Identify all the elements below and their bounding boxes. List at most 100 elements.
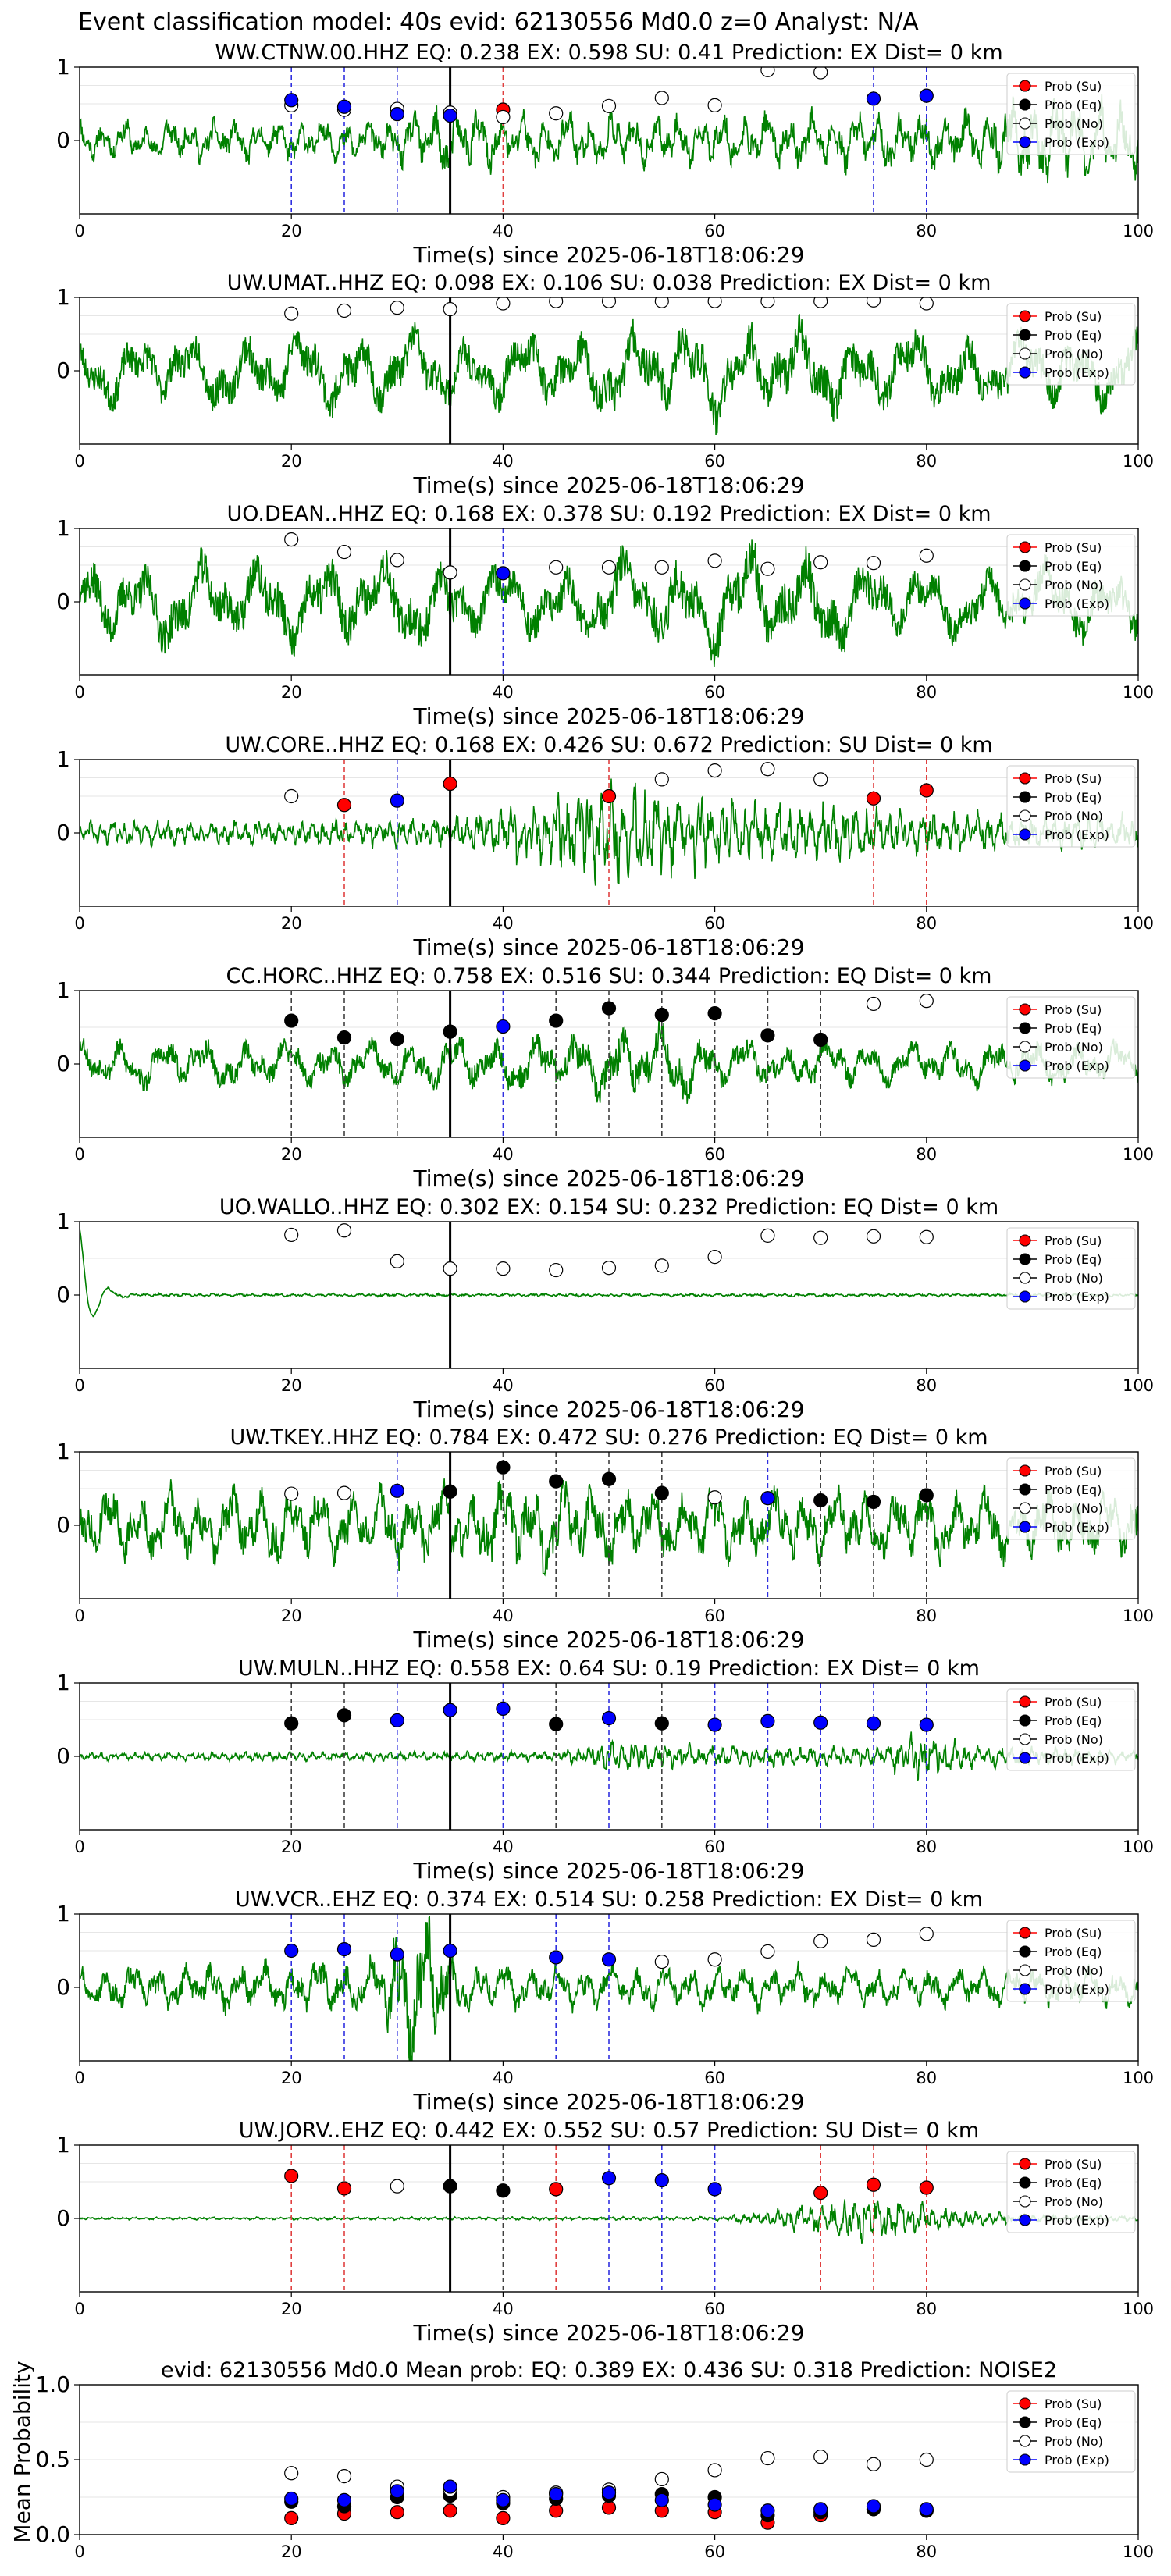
prob-point-no (707, 1490, 722, 1505)
prob-point-exp (601, 1952, 617, 1967)
x-axis-label: Time(s) since 2025-06-18T18:06:29 (412, 2089, 804, 2115)
legend-marker-no (1019, 2195, 1031, 2208)
legend: Prob (Su) Prob (Eq) Prob (No) Prob (Exp) (1006, 996, 1136, 1079)
y-tick-label: 0.5 (35, 2446, 70, 2472)
prob-point-exp (390, 1947, 404, 1962)
prob-point-su (549, 2503, 564, 2518)
x-tick-label: 0 (74, 1838, 84, 1856)
legend-marker-su (1019, 2397, 1031, 2410)
prob-point-no (390, 2179, 404, 2194)
legend-label-eq: Prob (Eq) (1045, 2415, 1102, 2430)
prob-point-no (866, 297, 881, 308)
legend-marker-exp (1019, 2453, 1031, 2466)
legend: Prob (Su) Prob (Eq) Prob (No) Prob (Exp) (1006, 2390, 1136, 2473)
x-tick-label: 20 (281, 914, 302, 933)
prob-point-eq (390, 1031, 404, 1047)
plot-area (80, 2145, 1138, 2292)
prob-point-exp (496, 1701, 511, 1716)
panel-7: UW.TKEY..HHZ EQ: 0.784 EX: 0.472 SU: 0.2… (56, 1425, 1154, 1653)
prob-point-su (866, 791, 881, 806)
legend-label-no: Prob (No) (1045, 809, 1103, 824)
y-tick-label: 0 (56, 2205, 70, 2231)
panel-9: UW.VCR..EHZ EQ: 0.374 EX: 0.514 SU: 0.25… (56, 1888, 1154, 2115)
prob-point-no (919, 994, 934, 1009)
x-tick-label: 40 (493, 1145, 514, 1164)
prob-point-no (443, 1261, 457, 1276)
prob-point-no (813, 1230, 828, 1245)
legend-label-eq: Prob (Eq) (1045, 98, 1102, 112)
legend-label-no: Prob (No) (1045, 1501, 1103, 1516)
x-tick-label: 60 (704, 2300, 725, 2318)
y-tick-label: 0 (56, 1743, 70, 1769)
prob-point-no (707, 553, 722, 568)
prob-point-no (443, 565, 457, 580)
legend-box (1006, 1227, 1136, 1310)
x-tick-label: 40 (493, 222, 514, 240)
legend-marker-su (1019, 1927, 1031, 1939)
legend-label-eq: Prob (Eq) (1045, 2176, 1102, 2190)
legend-marker-eq (1019, 1714, 1031, 1727)
prob-point-no (549, 297, 564, 308)
y-tick-label: 0 (56, 1974, 70, 2000)
legend-marker-su (1019, 1234, 1031, 1247)
legend-label-exp: Prob (Exp) (1045, 2453, 1109, 2467)
prob-point-exp (813, 2502, 828, 2517)
legend-box (1006, 1920, 1136, 2002)
prob-point-no (390, 301, 404, 315)
prob-point-no (760, 297, 775, 308)
prob-point-no (336, 2469, 352, 2484)
panel-2: UW.UMAT..HHZ EQ: 0.098 EX: 0.106 SU: 0.0… (56, 271, 1154, 498)
x-tick-label: 20 (281, 2542, 302, 2561)
legend-marker-su (1019, 310, 1031, 322)
prob-point-su (496, 2510, 511, 2525)
plot-area (80, 297, 1138, 444)
x-tick-label: 60 (704, 2542, 725, 2561)
waveform-trace (80, 94, 1138, 184)
legend-label-su: Prob (Su) (1045, 540, 1102, 555)
legend-marker-exp (1019, 1059, 1031, 1072)
legend-marker-su (1019, 80, 1031, 92)
y-tick-label: 1 (56, 977, 70, 1003)
x-tick-label: 80 (916, 683, 937, 702)
prob-point-su (284, 2510, 299, 2525)
legend-marker-no (1019, 578, 1031, 591)
x-tick-label: 60 (704, 1606, 725, 1625)
prob-point-eq (284, 1716, 299, 1731)
legend-box (1006, 765, 1136, 848)
y-tick-label: 0 (56, 1051, 70, 1076)
x-tick-label: 0 (74, 1606, 84, 1625)
prob-point-no (284, 788, 299, 804)
prob-point-su (336, 2181, 352, 2196)
plot-area (80, 67, 1138, 214)
legend-label-exp: Prob (Exp) (1045, 1982, 1109, 1997)
prob-point-no (919, 548, 934, 563)
plot-area (80, 1914, 1138, 2061)
legend-label-su: Prob (Su) (1045, 1002, 1102, 1017)
x-tick-label: 0 (74, 2069, 84, 2087)
panel-title: evid: 62130556 Md0.0 Mean prob: EQ: 0.38… (161, 2358, 1057, 2382)
x-tick-label: 40 (493, 452, 514, 471)
prob-point-no (760, 1228, 775, 1243)
x-axis-label: Time(s) since 2025-06-18T18:06:29 (412, 703, 804, 729)
prob-point-no (919, 1927, 934, 1941)
panel-title: UW.UMAT..HHZ EQ: 0.098 EX: 0.106 SU: 0.0… (227, 271, 991, 295)
prob-point-exp (443, 2479, 457, 2494)
prob-point-su (549, 2182, 564, 2197)
panel-title: UW.MULN..HHZ EQ: 0.558 EX: 0.64 SU: 0.19… (238, 1656, 980, 1681)
x-tick-label: 20 (281, 222, 302, 240)
x-tick-label: 0 (74, 914, 84, 933)
panel-11: evid: 62130556 Md0.0 Mean prob: EQ: 0.38… (9, 2358, 1154, 2561)
legend-label-no: Prob (No) (1045, 1271, 1103, 1286)
prob-point-eq (919, 1488, 934, 1503)
y-axis-label: Mean Probability (9, 2361, 35, 2542)
legend-label-eq: Prob (Eq) (1045, 1252, 1102, 1267)
panel-title: UO.WALLO..HHZ EQ: 0.302 EX: 0.154 SU: 0.… (219, 1195, 998, 1219)
legend-marker-no (1019, 809, 1031, 822)
prob-point-exp (390, 2484, 404, 2499)
x-tick-label: 40 (493, 2542, 514, 2561)
legend-label-no: Prob (No) (1045, 1040, 1103, 1055)
x-tick-label: 100 (1123, 1606, 1154, 1625)
x-axis-label: Time(s) since 2025-06-18T18:06:29 (412, 1397, 804, 1422)
legend-marker-exp (1019, 1752, 1031, 1764)
